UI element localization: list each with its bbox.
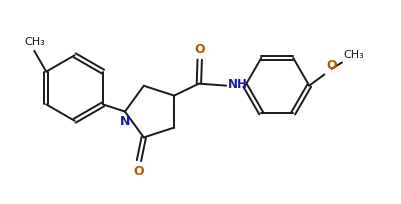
Text: O: O xyxy=(326,59,336,72)
Text: CH₃: CH₃ xyxy=(24,37,45,47)
Text: CH₃: CH₃ xyxy=(344,50,365,60)
Text: O: O xyxy=(194,43,205,56)
Text: O: O xyxy=(134,165,144,178)
Text: N: N xyxy=(120,115,130,128)
Text: NH: NH xyxy=(228,78,247,91)
